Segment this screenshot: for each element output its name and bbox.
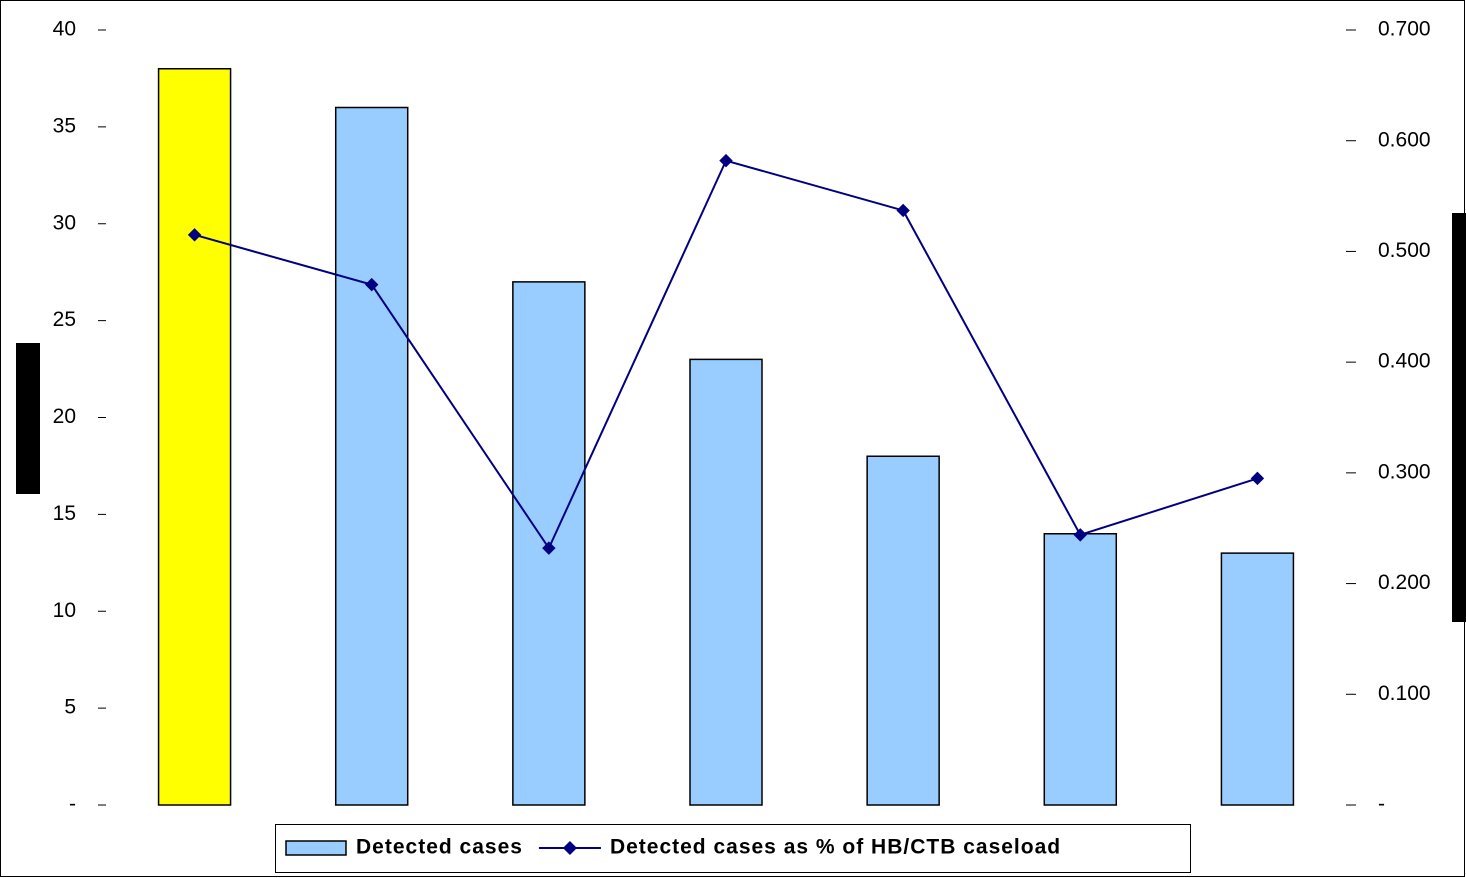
marker xyxy=(542,541,556,555)
legend-swatch xyxy=(562,841,577,855)
y2-tick-label: 0.600 xyxy=(1378,128,1431,151)
bar xyxy=(157,68,232,806)
y-tick-label: 20 xyxy=(53,405,76,428)
legend-label: Detected cases xyxy=(356,836,523,859)
bar xyxy=(1220,552,1295,806)
marker xyxy=(1250,471,1265,486)
marker xyxy=(187,228,202,242)
marker xyxy=(1073,528,1087,542)
y-tick-label: 25 xyxy=(53,308,76,331)
y2-tick-label: - xyxy=(1378,793,1385,816)
marker xyxy=(365,277,379,292)
legend-swatch xyxy=(285,840,347,856)
y-tick-label: 10 xyxy=(53,599,76,622)
y-tick-label: - xyxy=(69,793,76,816)
y2-tick-label: 0.100 xyxy=(1378,682,1431,705)
y2-tick-label: 0.700 xyxy=(1378,18,1431,41)
legend-label: Detected cases as % of HB/CTB caseload xyxy=(610,836,1061,859)
redacted-axis-title xyxy=(1452,213,1466,622)
legend-box xyxy=(275,824,1191,873)
bar xyxy=(866,455,940,806)
y2-tick-label: 0.300 xyxy=(1378,460,1431,483)
y2-tick-label: 0.200 xyxy=(1378,571,1431,594)
marker xyxy=(896,203,910,218)
bar xyxy=(1043,533,1118,806)
y2-tick-label: 0.500 xyxy=(1378,239,1431,262)
marker xyxy=(719,153,733,168)
y-tick-label: 5 xyxy=(64,696,76,719)
y-tick-label: 40 xyxy=(53,18,76,41)
y-tick-label: 15 xyxy=(53,502,76,525)
bar xyxy=(689,358,763,806)
redacted-axis-title xyxy=(16,343,40,494)
y-tick-label: 35 xyxy=(53,114,76,137)
bar xyxy=(334,106,409,806)
y2-tick-label: 0.400 xyxy=(1378,350,1431,373)
y-tick-label: 30 xyxy=(53,211,76,234)
